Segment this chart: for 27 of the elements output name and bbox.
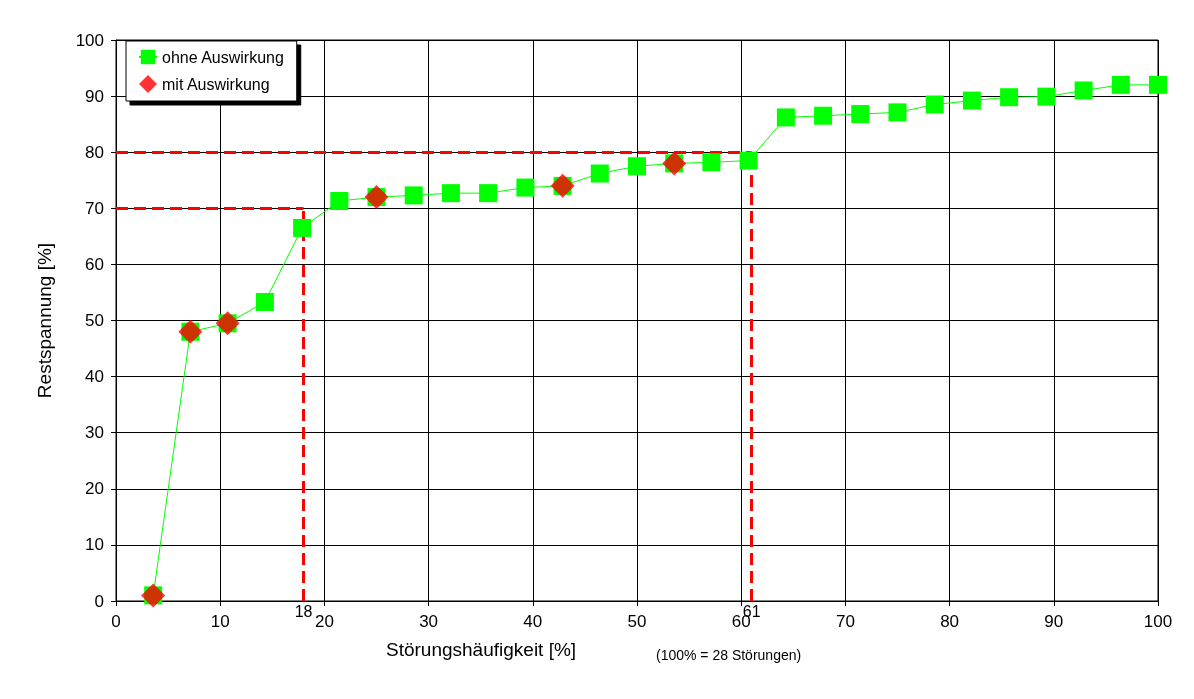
legend-label: mit Auswirkung [162, 75, 270, 93]
x-tick-label: 10 [210, 612, 230, 631]
x-tick-label: 30 [419, 612, 439, 631]
x-tick-label: 20 [314, 612, 334, 631]
x-tick-label: 80 [940, 612, 960, 631]
y-tick-label: 100 [75, 30, 104, 50]
x-tick-label: 40 [523, 612, 543, 631]
x-tick-label: 90 [1044, 612, 1064, 631]
y-tick-label: 90 [85, 86, 104, 106]
ref-line-label: 18 [294, 602, 313, 620]
x-tick-label: 100 [1143, 612, 1173, 631]
y-tick-label: 40 [85, 367, 104, 387]
y-axis-title: Restspannung [%] [34, 242, 55, 399]
x-axis-title: Störungshäufigkeit [%] [386, 639, 577, 660]
legend-label: ohne Auswirkung [162, 48, 284, 66]
x-tick-label: 70 [835, 612, 855, 631]
x-tick-label: 50 [627, 612, 647, 631]
y-tick-label: 10 [85, 535, 104, 555]
y-tick-label: 30 [85, 423, 104, 443]
y-tick-label: 80 [85, 142, 104, 162]
y-tick-label: 0 [94, 591, 104, 611]
y-tick-label: 60 [85, 254, 104, 274]
x-tick-label: 0 [111, 612, 121, 631]
y-tick-label: 70 [85, 198, 104, 218]
y-tick-label: 20 [85, 479, 104, 499]
y-tick-label: 50 [85, 311, 104, 330]
text: (100% = 28 Störungen) [656, 647, 802, 663]
